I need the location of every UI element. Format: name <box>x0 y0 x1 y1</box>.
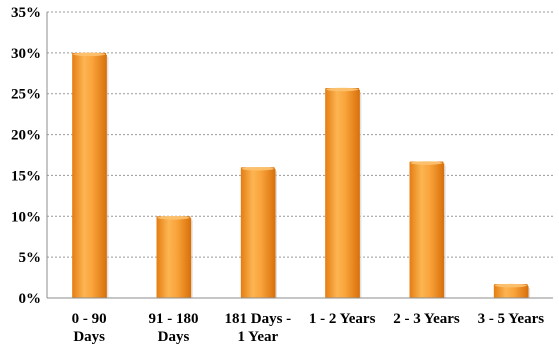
y-tick-label: 10% <box>11 209 41 225</box>
y-tick-label: 20% <box>11 128 41 144</box>
y-tick-label: 15% <box>11 168 41 184</box>
x-category-label: 91 - 180 <box>149 311 199 327</box>
bar-top-highlight <box>326 87 359 92</box>
axes <box>46 12 553 299</box>
y-tick-label: 5% <box>19 250 42 266</box>
x-category-label: 1 Year <box>237 329 278 345</box>
bar-top-highlight <box>73 52 106 57</box>
bar-top-highlight <box>494 283 527 288</box>
y-axis-tick-labels: 0% 5% 10% 15% 20% 25% 30% 35% <box>11 5 41 307</box>
x-axis-category-labels: 0 - 90 Days 91 - 180 Days 181 Days - 1 Year 1 … <box>72 311 545 345</box>
x-category-label: 181 Days - <box>224 311 291 327</box>
bar-body <box>325 87 360 298</box>
x-category-label: 1 - 2 Years <box>309 311 376 327</box>
bar <box>493 283 531 298</box>
bar <box>72 52 109 298</box>
bar <box>240 166 278 298</box>
x-category-label: 3 - 5 Years <box>478 311 545 327</box>
y-tick-label: 25% <box>11 87 41 103</box>
bar-body <box>72 52 107 298</box>
bar-body <box>240 167 275 298</box>
bar-top-highlight <box>241 166 274 171</box>
bar <box>325 87 362 298</box>
bar-body <box>156 216 191 298</box>
bar <box>409 161 446 298</box>
bar-top-highlight <box>157 215 190 220</box>
gridlines <box>47 11 553 258</box>
bar-body <box>493 284 528 298</box>
x-category-label: Days <box>158 329 190 345</box>
y-tick-label: 0% <box>19 291 42 307</box>
x-category-label: Days <box>73 329 105 345</box>
bars <box>72 52 531 298</box>
bar <box>156 215 193 298</box>
x-category-label: 0 - 90 <box>72 311 107 327</box>
bar-body <box>409 161 444 298</box>
y-tick-label: 35% <box>11 5 41 21</box>
y-tick-label: 30% <box>11 46 41 62</box>
x-category-label: 2 - 3 Years <box>393 311 460 327</box>
bar-top-highlight <box>410 161 443 165</box>
